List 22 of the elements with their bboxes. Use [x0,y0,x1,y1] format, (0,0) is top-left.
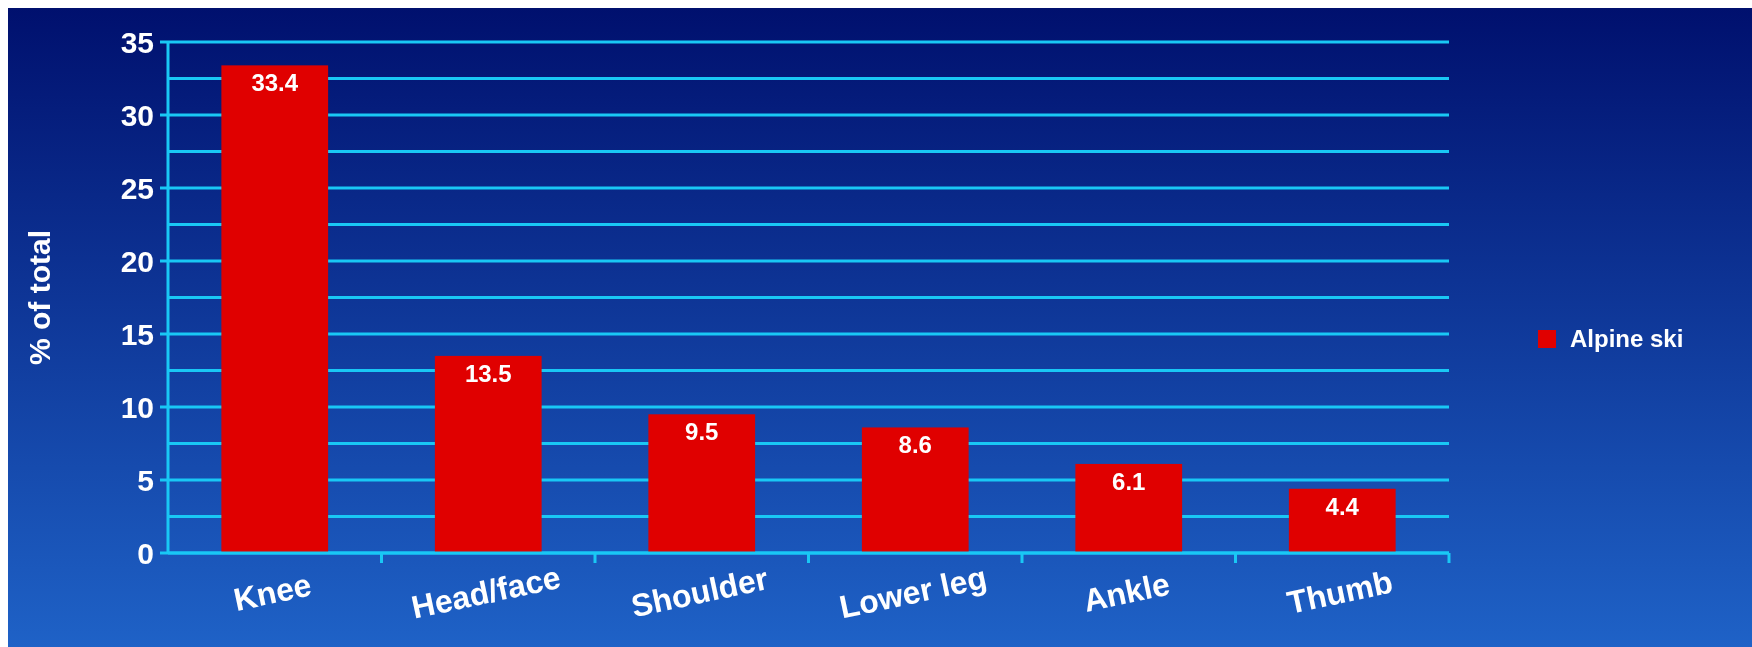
y-tick-label: 5 [137,463,154,497]
x-tick-label: Thumb [1284,563,1396,621]
y-tick-label: 30 [120,98,154,132]
y-axis-title: % of total [23,230,56,365]
data-label: 13.5 [464,359,512,387]
y-tick-label: 35 [120,25,154,59]
data-label: 9.5 [685,418,719,446]
x-tick-label: Head/face [408,558,564,626]
y-tick-label: 20 [120,244,154,278]
x-tick-label: Lower leg [836,559,990,626]
data-label: 8.6 [898,431,932,459]
x-tick-label: Ankle [1080,565,1173,619]
data-label: 4.4 [1325,492,1360,520]
legend-label: Alpine ski [1570,325,1684,353]
y-tick-label: 25 [120,171,154,205]
y-tick-label: 15 [120,317,154,351]
y-tick-label: 0 [137,536,154,570]
x-tick-label: Knee [230,566,315,618]
data-label: 33.4 [251,69,299,97]
y-tick-label: 10 [120,390,154,424]
x-tick-label: Shoulder [627,560,772,625]
data-label: 6.1 [1112,467,1146,495]
